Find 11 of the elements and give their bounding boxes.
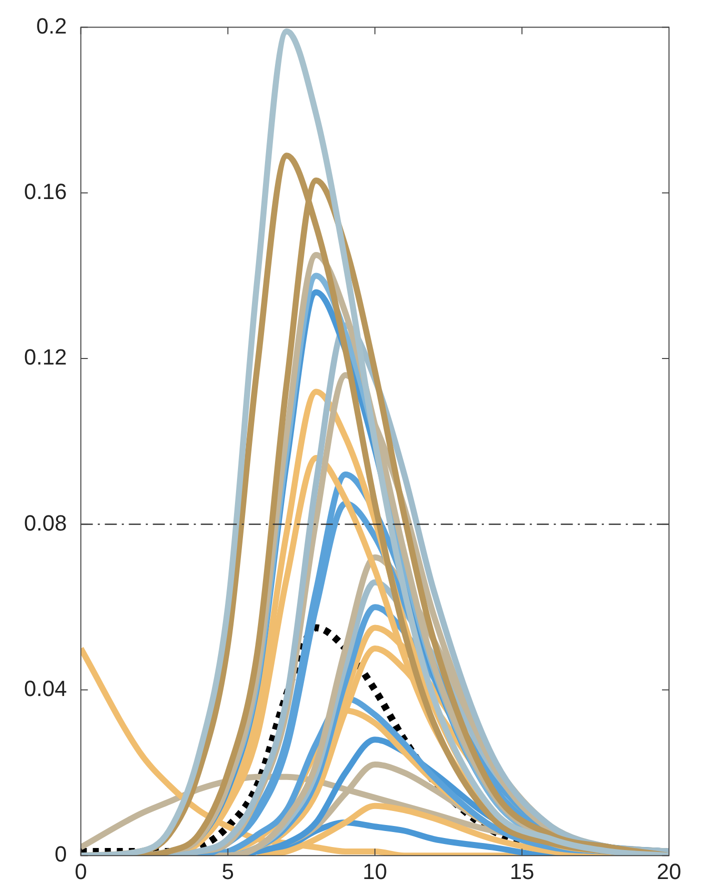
- x-tick-label: 0: [74, 858, 87, 884]
- x-tick-label: 15: [510, 858, 534, 884]
- y-tick-label: 0.2: [36, 13, 67, 38]
- y-tick-label: 0.16: [24, 178, 67, 204]
- x-tick-label: 10: [362, 858, 388, 884]
- y-tick-label: 0.04: [24, 676, 67, 701]
- y-tick-label: 0.12: [24, 344, 67, 370]
- y-tick-label: 0.08: [24, 510, 67, 536]
- x-tick-label: 5: [222, 858, 234, 884]
- x-tick-label: 20: [656, 858, 682, 884]
- y-tick-label: 0: [54, 842, 67, 867]
